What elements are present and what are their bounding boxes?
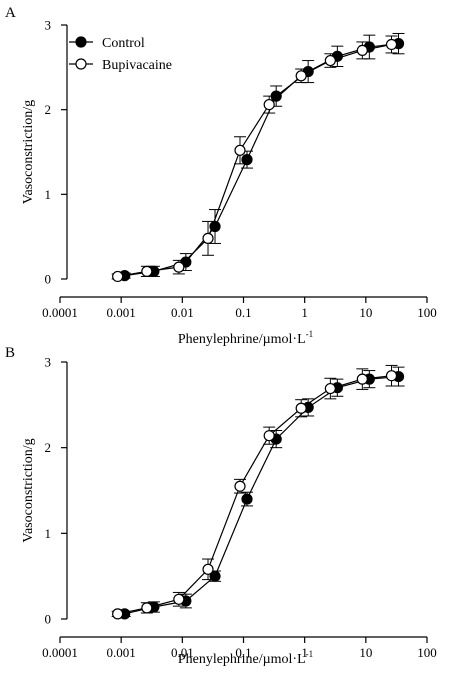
data-point-bupivacaine bbox=[263, 430, 275, 442]
data-point-bupivacaine bbox=[324, 54, 336, 67]
x-tick-label: 0.0001 bbox=[42, 645, 78, 660]
y-tick-label: 1 bbox=[45, 526, 52, 541]
data-point-bupivacaine bbox=[141, 602, 153, 614]
x-axis-title-text: Phenylephrine/µmol·L bbox=[178, 332, 306, 347]
series-line-control bbox=[124, 43, 399, 277]
x-tick-label: 0.001 bbox=[107, 305, 136, 320]
data-point-bupivacaine bbox=[141, 265, 153, 277]
series-line-bupivacaine bbox=[117, 375, 392, 615]
x-tick-label: 10 bbox=[359, 645, 372, 660]
y-tick-label: 1 bbox=[45, 187, 52, 202]
data-point-bupivacaine bbox=[202, 563, 214, 575]
x-tick-label: 0.0001 bbox=[42, 305, 78, 320]
data-point-control bbox=[209, 570, 221, 582]
data-point-control bbox=[241, 493, 253, 505]
y-axis-title: Vasoconstriction/g bbox=[21, 100, 36, 204]
data-point-bupivacaine bbox=[112, 608, 124, 620]
data-point-control bbox=[241, 154, 253, 166]
data-point-bupivacaine bbox=[234, 144, 246, 156]
y-tick-label: 3 bbox=[45, 355, 52, 370]
y-axis-title: Vasoconstriction/g bbox=[21, 438, 36, 542]
data-point-bupivacaine bbox=[263, 98, 275, 111]
y-tick-label: 3 bbox=[45, 18, 52, 33]
x-axis-title-superscript: -1 bbox=[306, 649, 314, 659]
y-tick-label: 2 bbox=[45, 440, 52, 455]
x-axis-title-superscript: -1 bbox=[306, 329, 314, 339]
data-point-bupivacaine bbox=[173, 593, 185, 605]
data-point-bupivacaine bbox=[385, 370, 398, 382]
x-tick-label: 1 bbox=[301, 305, 308, 320]
x-tick-label: 0.1 bbox=[235, 645, 251, 660]
panel-label: B bbox=[5, 345, 15, 361]
data-point-bupivacaine bbox=[234, 480, 246, 492]
panel-label: A bbox=[5, 5, 16, 21]
data-point-bupivacaine bbox=[356, 44, 368, 57]
series-line-control bbox=[124, 375, 399, 615]
x-tick-label: 0.1 bbox=[235, 305, 251, 320]
data-point-bupivacaine bbox=[295, 70, 307, 82]
data-point-bupivacaine bbox=[112, 270, 124, 283]
data-point-bupivacaine bbox=[324, 382, 336, 395]
x-axis-title: Phenylephrine/µmol·L-1 bbox=[178, 329, 313, 347]
chart-panel-b: B 0 1 2 3 Vasoconstriction/g 0.0001 0.001 0.01 0.… bbox=[5, 345, 437, 667]
x-tick-label: 100 bbox=[417, 305, 437, 320]
legend-marker-control bbox=[75, 36, 87, 48]
chart-panel-a: A 0 1 2 3 Vasoconstriction/g 0.0001 0.001 0.01 0.… bbox=[5, 5, 437, 347]
data-point-bupivacaine bbox=[202, 232, 214, 244]
legend-label: Bupivacaine bbox=[102, 58, 172, 73]
data-point-bupivacaine bbox=[173, 261, 185, 273]
y-tick-label: 2 bbox=[45, 102, 52, 117]
legend-marker-bupivacaine bbox=[75, 58, 87, 70]
x-tick-label: 0.01 bbox=[171, 645, 194, 660]
y-tick-label: 0 bbox=[45, 272, 52, 287]
x-axis-title: Phenylephrine/µmol·L-1 bbox=[178, 649, 313, 667]
x-tick-label: 0.01 bbox=[171, 305, 194, 320]
x-tick-label: 10 bbox=[359, 305, 372, 320]
legend-label: Control bbox=[102, 36, 145, 51]
data-point-control bbox=[209, 220, 221, 233]
data-point-bupivacaine bbox=[356, 373, 368, 385]
data-point-bupivacaine bbox=[385, 38, 398, 51]
y-tick-label: 0 bbox=[45, 612, 52, 627]
series-line-bupivacaine bbox=[117, 43, 392, 278]
data-point-bupivacaine bbox=[295, 402, 307, 414]
x-axis-title-text: Phenylephrine/µmol·L bbox=[178, 652, 306, 667]
data-point-control bbox=[270, 90, 282, 102]
x-tick-label: 0.001 bbox=[107, 645, 136, 660]
x-tick-label: 100 bbox=[417, 645, 437, 660]
x-tick-label: 1 bbox=[301, 645, 308, 660]
